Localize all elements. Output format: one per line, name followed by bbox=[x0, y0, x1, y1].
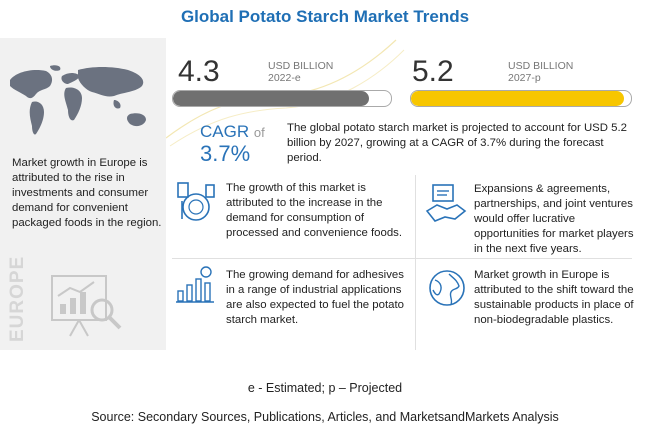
processed-food-icon bbox=[177, 182, 215, 221]
value-2022: 4.3 bbox=[178, 55, 220, 88]
bar-2022 bbox=[172, 90, 392, 107]
market-analysis-icon bbox=[51, 275, 122, 337]
cagr-of-text: of bbox=[253, 125, 265, 140]
page-title: Global Potato Starch Market Trends bbox=[180, 7, 470, 26]
value-2027: 5.2 bbox=[412, 55, 454, 88]
handshake-icon bbox=[425, 184, 467, 222]
insight-processed-food: The growth of this market is attributed … bbox=[226, 182, 403, 239]
europe-region-label: EUROPE bbox=[7, 255, 28, 342]
unit-2027-line2: 2027-p bbox=[508, 72, 541, 84]
unit-2027: USD BILLION 2027-p bbox=[508, 60, 573, 84]
insight-divider-horizontal bbox=[172, 258, 632, 259]
cagr-label-text: CAGR bbox=[200, 122, 250, 141]
insight-europe-sustainable: Market growth in Europe is attributed to… bbox=[474, 269, 634, 326]
europe-description: Market growth in Europe is attributed to… bbox=[12, 157, 162, 229]
unit-2027-line1: USD BILLION bbox=[508, 60, 574, 72]
footnote-source: Source: Secondary Sources, Publications,… bbox=[91, 410, 559, 424]
bar-2022-fill bbox=[173, 91, 370, 106]
unit-2022: USD BILLION 2022-e bbox=[268, 60, 333, 84]
cagr-value: 3.7% bbox=[200, 141, 251, 166]
unit-2022-line1: USD BILLION bbox=[268, 60, 334, 72]
insight-adhesives: The growing demand for adhesives in a ra… bbox=[226, 269, 404, 326]
bar-2027 bbox=[410, 90, 632, 107]
insight-partnerships: Expansions & agreements, partnerships, a… bbox=[474, 183, 634, 255]
unit-2022-line2: 2022-e bbox=[268, 72, 301, 84]
cagr-label: CAGR of bbox=[200, 122, 265, 142]
growth-chart-icon bbox=[176, 266, 214, 303]
bar-2027-fill bbox=[411, 91, 625, 106]
globe-recycle-icon bbox=[429, 270, 465, 306]
footnote-estimated: e - Estimated; p – Projected bbox=[247, 381, 403, 395]
world-map-icon bbox=[10, 65, 146, 135]
insight-divider-vertical bbox=[415, 175, 416, 350]
cagr-description: The global potato starch market is proje… bbox=[287, 122, 627, 164]
